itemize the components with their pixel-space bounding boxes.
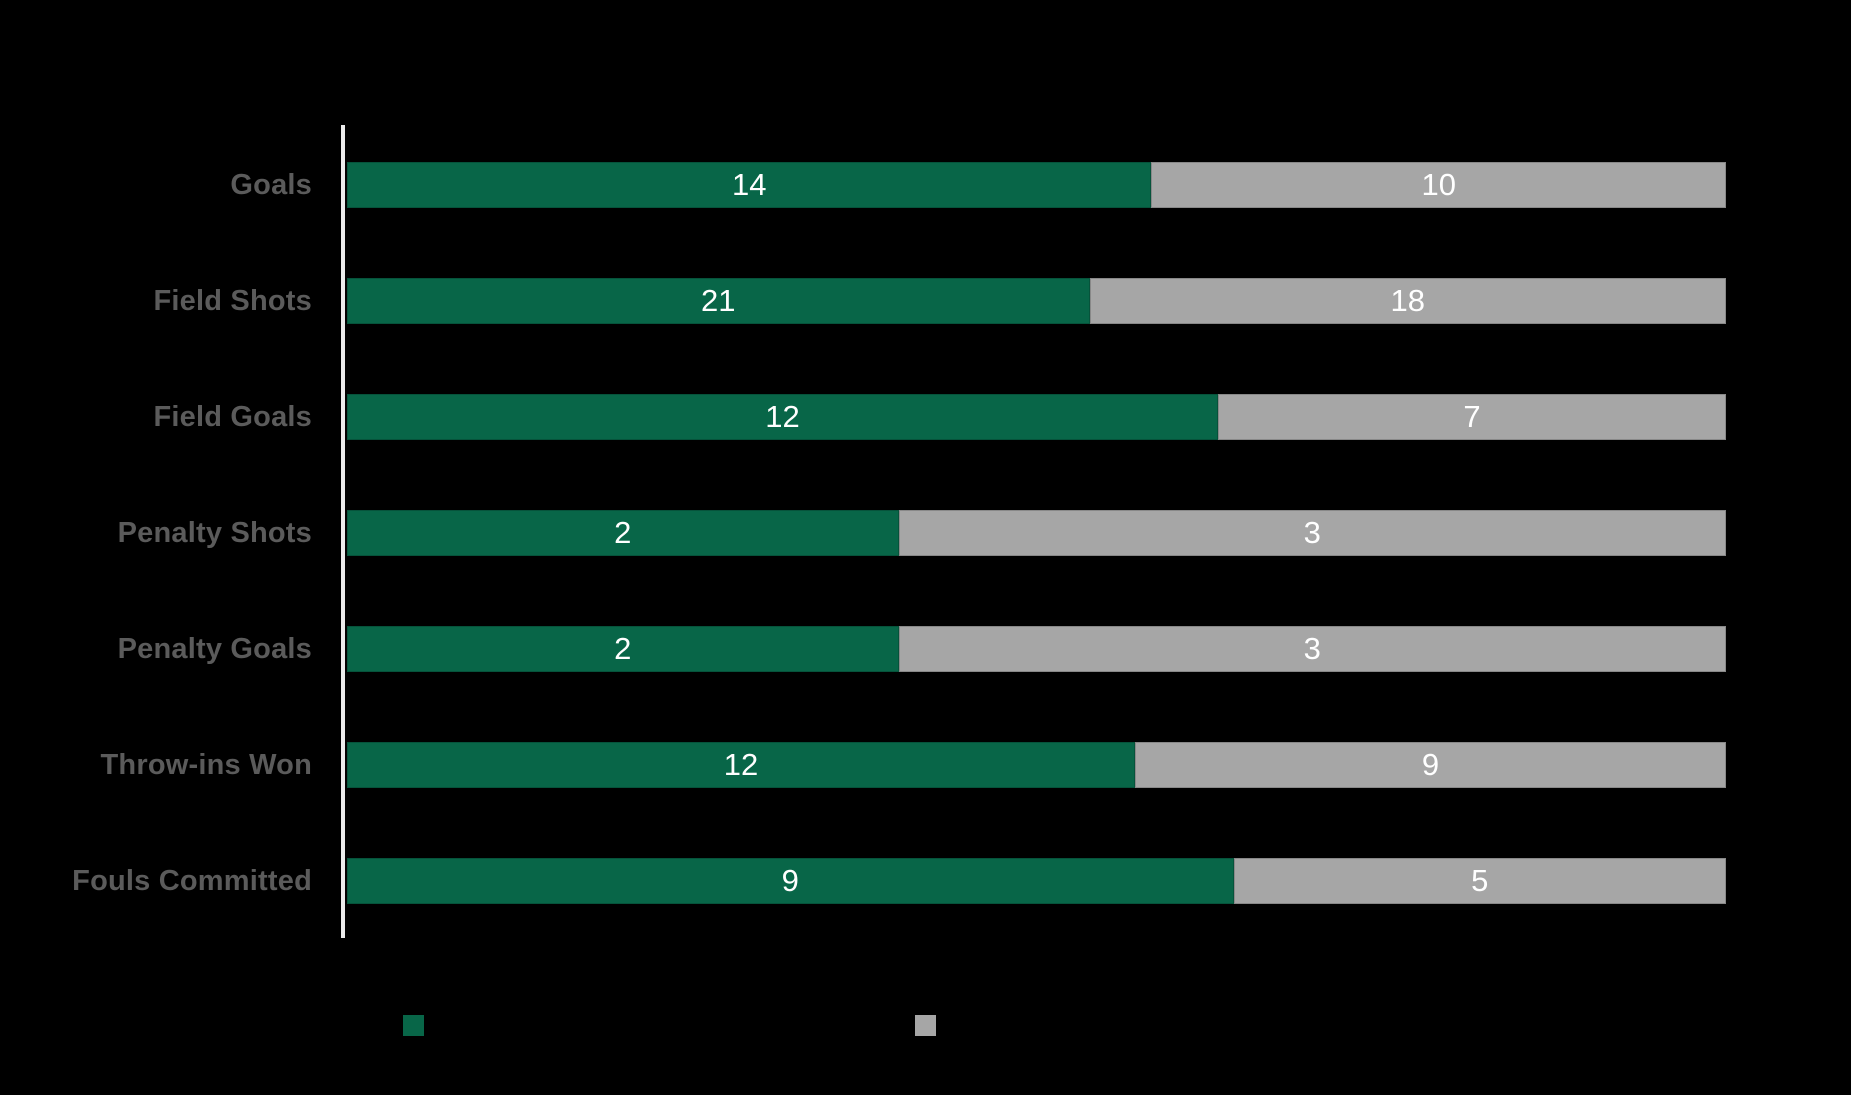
bar-row: Field Shots 21 18 xyxy=(0,278,1851,324)
stacked-bar: 14 10 xyxy=(347,162,1726,208)
legend-swatch-series-green[interactable] xyxy=(403,1015,424,1036)
bar-segment-green: 9 xyxy=(347,858,1234,904)
bar-row: Penalty Goals 2 3 xyxy=(0,626,1851,672)
value-label-green: 2 xyxy=(614,631,632,666)
bar-segment-green: 21 xyxy=(347,278,1090,324)
value-label-gray: 18 xyxy=(1390,283,1425,318)
category-label: Field Goals xyxy=(153,400,312,433)
value-label-green: 9 xyxy=(781,863,799,898)
bar-segment-gray: 18 xyxy=(1089,278,1726,324)
legend xyxy=(0,1015,1851,1037)
category-label: Goals xyxy=(230,168,312,201)
category-label: Penalty Shots xyxy=(117,516,312,549)
bar-row: Goals 14 10 xyxy=(0,162,1851,208)
legend-swatch-series-gray[interactable] xyxy=(915,1015,936,1036)
stacked-bar: 12 7 xyxy=(347,394,1726,440)
bar-row: Field Goals 12 7 xyxy=(0,394,1851,440)
bar-segment-gray: 3 xyxy=(898,510,1726,556)
value-label-green: 12 xyxy=(723,747,759,782)
value-label-gray: 3 xyxy=(1303,515,1321,550)
bar-segment-gray: 7 xyxy=(1217,394,1726,440)
value-label-green: 12 xyxy=(765,399,800,434)
bar-segment-green: 12 xyxy=(347,742,1135,788)
value-label-green: 14 xyxy=(731,167,767,202)
value-label-green: 2 xyxy=(614,515,632,550)
value-label-green: 21 xyxy=(701,283,736,318)
value-label-gray: 5 xyxy=(1471,863,1489,898)
category-label: Penalty Goals xyxy=(117,632,312,665)
stacked-bar: 21 18 xyxy=(347,278,1726,324)
bar-segment-gray: 9 xyxy=(1135,742,1726,788)
value-label-gray: 7 xyxy=(1463,399,1481,434)
stacked-bar: 12 9 xyxy=(347,742,1726,788)
value-label-gray: 10 xyxy=(1421,167,1456,202)
value-label-gray: 3 xyxy=(1303,631,1321,666)
value-label-gray: 9 xyxy=(1421,747,1440,782)
bar-segment-green: 2 xyxy=(347,510,899,556)
bar-segment-green: 14 xyxy=(347,162,1152,208)
bar-segment-gray: 5 xyxy=(1233,858,1726,904)
category-label: Throw-ins Won xyxy=(100,748,312,781)
bar-segment-gray: 10 xyxy=(1151,162,1726,208)
category-label: Field Shots xyxy=(153,284,312,317)
category-label: Fouls Committed xyxy=(72,864,312,897)
bar-segment-green: 2 xyxy=(347,626,899,672)
bar-row: Penalty Shots 2 3 xyxy=(0,510,1851,556)
y-axis-line xyxy=(341,125,345,938)
bar-segment-gray: 3 xyxy=(898,626,1726,672)
bar-row: Throw-ins Won 12 9 xyxy=(0,742,1851,788)
bar-segment-green: 12 xyxy=(347,394,1218,440)
bar-row: Fouls Committed 9 5 xyxy=(0,858,1851,904)
